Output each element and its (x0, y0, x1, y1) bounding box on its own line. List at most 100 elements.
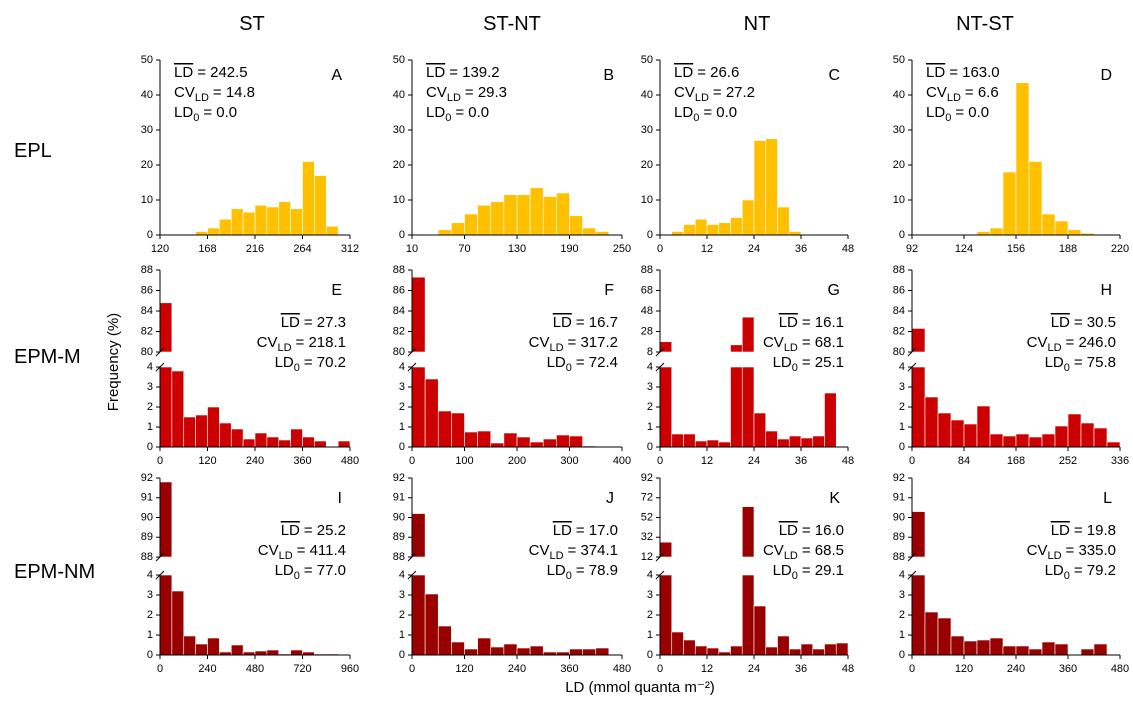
y-tick-label: 89 (393, 531, 405, 543)
bar (937, 617, 952, 656)
bar (963, 640, 978, 656)
y-tick-label: 86 (141, 284, 153, 296)
stat-line: LD = 16.7 (553, 314, 618, 331)
bar (812, 435, 825, 448)
bar (1041, 641, 1056, 656)
bar (254, 432, 268, 448)
bar (683, 639, 696, 656)
bar (989, 433, 1004, 448)
stat-name: LD (174, 64, 193, 81)
bar (694, 645, 708, 656)
y-tick-label: 0 (899, 229, 905, 241)
bar (824, 392, 837, 448)
y-tick-label: 1 (147, 629, 153, 641)
stat-value: = 0.0 (203, 104, 237, 121)
y-tick-label: 86 (393, 284, 405, 296)
bar (730, 645, 743, 656)
x-tick-label: 188 (1059, 243, 1077, 255)
y-tick-label: 0 (647, 649, 653, 661)
stat-name: LD (553, 522, 572, 539)
y-tick-label: 0 (647, 229, 653, 241)
x-tick-label: 12 (701, 455, 713, 467)
stat-line: LD = 139.2 (426, 64, 500, 81)
x-tick-label: 168 (198, 243, 216, 255)
bar (924, 396, 939, 448)
stat-name: CV (257, 334, 278, 351)
y-tick-label: 2 (647, 401, 653, 413)
bar (503, 432, 518, 448)
bar (1002, 435, 1017, 448)
stat-name: LD (674, 64, 693, 81)
bar (183, 635, 196, 656)
x-tick-label: 168 (1007, 455, 1025, 467)
stat-name: CV (529, 334, 550, 351)
y-tick-label: 92 (393, 472, 405, 484)
y-tick-label: 4 (899, 569, 905, 581)
bar (230, 208, 244, 236)
stat-line: CVLD = 14.8 (174, 84, 255, 104)
y-tick-label: 80 (141, 346, 153, 358)
stat-line: LD = 19.8 (1051, 522, 1116, 539)
axis-break (907, 552, 917, 562)
bar (730, 366, 743, 448)
panel-letter: K (829, 490, 840, 507)
bar (230, 644, 244, 656)
bar (503, 194, 518, 236)
stat-name: LD (1051, 314, 1070, 331)
stat-line: LD0 = 75.8 (1045, 354, 1116, 374)
x-tick-label: 124 (955, 243, 973, 255)
x-tick-label: 0 (909, 663, 915, 675)
stat-line: CVLD = 68.5 (763, 542, 844, 562)
bar (314, 175, 327, 236)
stat-line: LD = 26.6 (674, 64, 739, 81)
y-tick-label: 88 (893, 551, 905, 563)
y-tick-label: 8 (647, 346, 653, 358)
y-tick-label: 10 (641, 194, 653, 206)
axis-break (407, 347, 417, 357)
x-tick-label: 240 (1007, 663, 1025, 675)
y-tick-label: 84 (393, 305, 405, 317)
y-tick-label: 86 (893, 284, 905, 296)
bar (464, 213, 478, 236)
bar (569, 648, 583, 656)
bar (835, 642, 849, 656)
bar (963, 423, 978, 448)
y-tick-label: 3 (399, 381, 405, 393)
stat-subscript: LD (1047, 550, 1061, 562)
y-tick-label: 4 (147, 569, 153, 581)
bar (800, 643, 814, 656)
bar (1041, 213, 1056, 236)
bar (477, 430, 492, 448)
x-tick-label: 400 (613, 455, 631, 467)
stat-subscript: 0 (294, 362, 300, 374)
bar (824, 643, 837, 656)
stat-value: = 29.1 (802, 562, 844, 579)
y-tick-label: 90 (141, 511, 153, 523)
x-tick-label: 960 (341, 663, 359, 675)
bar (1093, 643, 1108, 656)
y-tick-label: 20 (893, 159, 905, 171)
bar-upper (741, 316, 755, 353)
bar (451, 412, 465, 448)
x-tick-label: 36 (795, 455, 807, 467)
panel-letter: B (603, 67, 614, 84)
y-tick-label: 50 (141, 54, 153, 66)
y-tick-label: 2 (399, 609, 405, 621)
x-tick-label: 0 (657, 455, 663, 467)
stat-name: CV (529, 542, 550, 559)
bar (195, 231, 208, 236)
y-tick-label: 2 (899, 401, 905, 413)
y-tick-label: 72 (641, 492, 653, 504)
y-tick-label: 20 (641, 159, 653, 171)
stat-line: CVLD = 335.0 (1027, 542, 1116, 562)
bar (718, 441, 731, 448)
stat-line: CVLD = 246.0 (1027, 334, 1116, 354)
bar (659, 366, 673, 448)
panel-letter: C (828, 67, 840, 84)
bar (266, 206, 280, 236)
x-tick-label: 240 (198, 663, 216, 675)
stat-subscript: LD (784, 550, 798, 562)
stat-line: CVLD = 68.1 (763, 334, 844, 354)
y-tick-label: 92 (141, 472, 153, 484)
bar (207, 406, 220, 448)
